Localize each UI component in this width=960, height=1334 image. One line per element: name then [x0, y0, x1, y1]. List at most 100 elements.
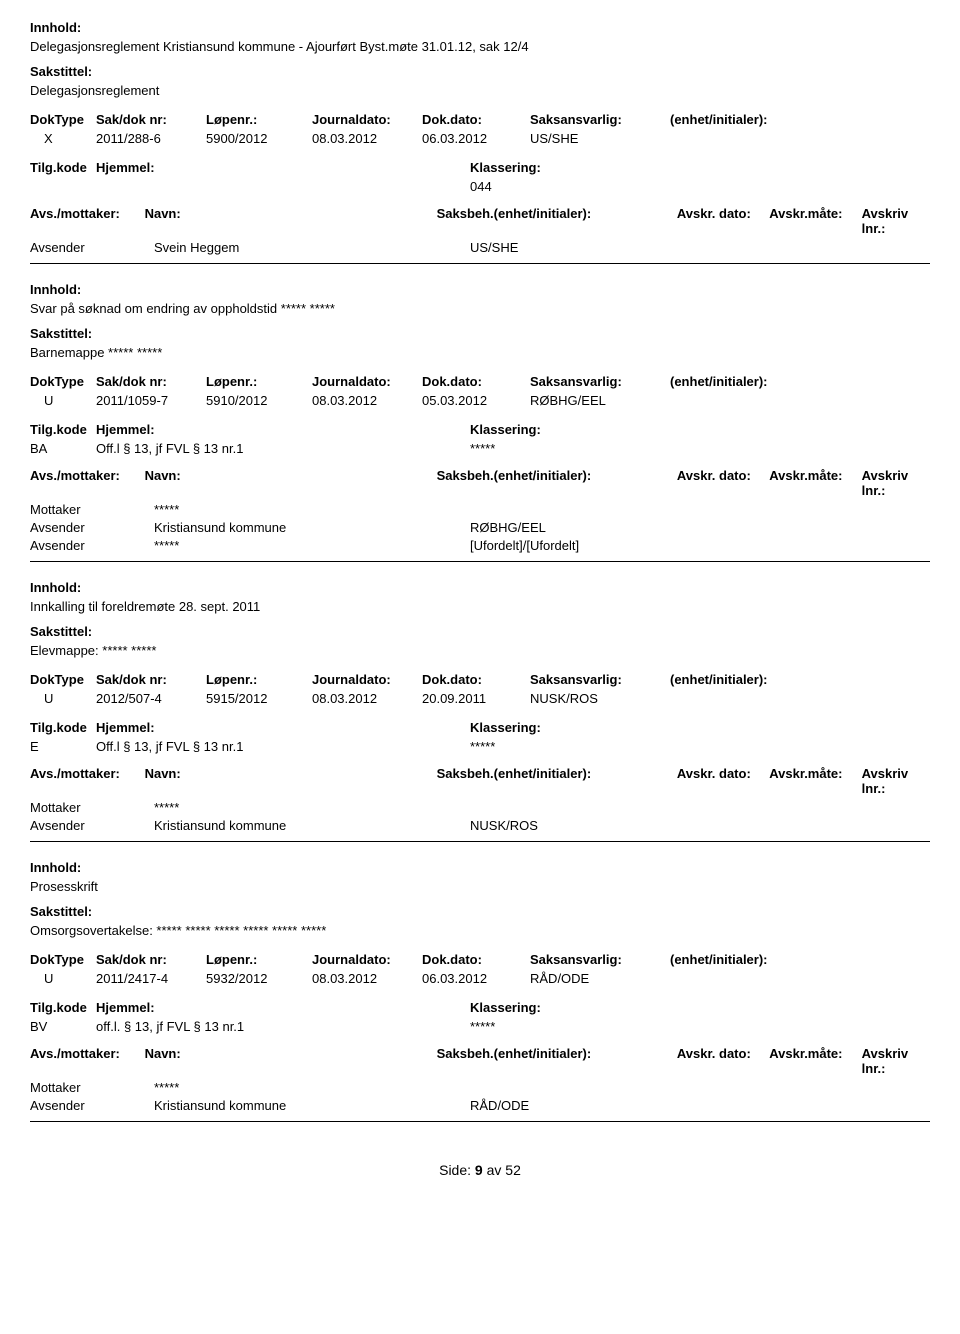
- sakstittel-label: Sakstittel:: [30, 326, 930, 341]
- innhold-label: Innhold:: [30, 580, 930, 595]
- tilgkode-label: Tilg.kode: [30, 160, 96, 175]
- record-separator: [30, 263, 930, 264]
- saksbeh-label: Saksbeh.(enhet/initialer):: [437, 766, 677, 796]
- col-sakdok-header: Sak/dok nr:: [96, 112, 206, 127]
- record-separator: [30, 841, 930, 842]
- sakstittel-text: Omsorgsovertakelse: ***** ***** ***** **…: [30, 923, 930, 938]
- page-footer: Side: 9 av 52: [30, 1162, 930, 1178]
- avsmottaker-label: Avs./mottaker:: [30, 1046, 145, 1076]
- col-doktype-header: DokType: [30, 374, 96, 389]
- footer-prefix: Side:: [439, 1162, 471, 1178]
- party-role: Avsender: [30, 1098, 154, 1113]
- tilgkode-value: BV: [30, 1019, 96, 1034]
- party-name: *****: [154, 502, 470, 517]
- saksbeh-label: Saksbeh.(enhet/initialer):: [437, 1046, 677, 1076]
- tilg-data: 044: [30, 179, 930, 194]
- col-saksans-header: Saksansvarlig:: [530, 672, 670, 687]
- sakstittel-text: Barnemappe ***** *****: [30, 345, 930, 360]
- hjemmel-label: Hjemmel:: [96, 720, 470, 735]
- avskrdato-label: Avskr. dato:: [677, 1046, 769, 1076]
- avskrdato-label: Avskr. dato:: [677, 468, 769, 498]
- party-row: Avsender Svein Heggem US/SHE: [30, 240, 930, 255]
- party-saksbeh: RÅD/ODE: [470, 1098, 730, 1113]
- saksbeh-label: Saksbeh.(enhet/initialer):: [437, 206, 677, 236]
- navn-label: Navn:: [145, 206, 437, 236]
- columns-data: U 2011/2417-4 5932/2012 08.03.2012 06.03…: [30, 971, 930, 986]
- party-saksbeh: NUSK/ROS: [470, 818, 730, 833]
- sakdok-value: 2011/2417-4: [96, 971, 206, 986]
- avsmottaker-label: Avs./mottaker:: [30, 766, 145, 796]
- col-lopenr-header: Løpenr.:: [206, 952, 312, 967]
- avskrmate-label: Avskr.måte:: [769, 1046, 861, 1076]
- avsmottaker-label: Avs./mottaker:: [30, 206, 145, 236]
- klassering-label: Klassering:: [470, 1000, 541, 1015]
- tilg-header: Tilg.kode Hjemmel: Klassering:: [30, 1000, 930, 1015]
- hjemmel-label: Hjemmel:: [96, 422, 470, 437]
- record: Innhold: Svar på søknad om endring av op…: [30, 282, 930, 562]
- innhold-text: Delegasjonsreglement Kristiansund kommun…: [30, 39, 930, 54]
- hjemmel-label: Hjemmel:: [96, 1000, 470, 1015]
- avskrmate-label: Avskr.måte:: [769, 766, 861, 796]
- party-name: Svein Heggem: [154, 240, 470, 255]
- tilgkode-value: E: [30, 739, 96, 754]
- party-header: Avs./mottaker: Navn: Saksbeh.(enhet/init…: [30, 766, 930, 796]
- sakdok-value: 2012/507-4: [96, 691, 206, 706]
- klassering-value: 044: [470, 179, 492, 194]
- journal-value: 08.03.2012: [312, 131, 422, 146]
- lopenr-value: 5910/2012: [206, 393, 312, 408]
- columns-header: DokType Sak/dok nr: Løpenr.: Journaldato…: [30, 672, 930, 687]
- footer-page: 9: [475, 1162, 483, 1178]
- party-header: Avs./mottaker: Navn: Saksbeh.(enhet/init…: [30, 1046, 930, 1076]
- sakstittel-label: Sakstittel:: [30, 904, 930, 919]
- innhold-label: Innhold:: [30, 860, 930, 875]
- party-row: Avsender ***** [Ufordelt]/[Ufordelt]: [30, 538, 930, 553]
- col-dokdato-header: Dok.dato:: [422, 672, 530, 687]
- journal-value: 08.03.2012: [312, 393, 422, 408]
- col-dokdato-header: Dok.dato:: [422, 112, 530, 127]
- party-row: Avsender Kristiansund kommune RØBHG/EEL: [30, 520, 930, 535]
- party-name: Kristiansund kommune: [154, 520, 470, 535]
- avskrmate-label: Avskr.måte:: [769, 468, 861, 498]
- avskrivlnr-label: Avskriv lnr.:: [862, 206, 930, 236]
- tilg-data: BA Off.l § 13, jf FVL § 13 nr.1 *****: [30, 441, 930, 456]
- col-dokdato-header: Dok.dato:: [422, 374, 530, 389]
- hjemmel-label: Hjemmel:: [96, 160, 470, 175]
- party-role: Avsender: [30, 240, 154, 255]
- party-saksbeh: [Ufordelt]/[Ufordelt]: [470, 538, 730, 553]
- innhold-text: Prosesskrift: [30, 879, 930, 894]
- hjemmel-value: Off.l § 13, jf FVL § 13 nr.1: [96, 441, 470, 456]
- party-row: Mottaker *****: [30, 502, 930, 517]
- col-journal-header: Journaldato:: [312, 952, 422, 967]
- innhold-label: Innhold:: [30, 20, 930, 35]
- avskrmate-label: Avskr.måte:: [769, 206, 861, 236]
- columns-header: DokType Sak/dok nr: Løpenr.: Journaldato…: [30, 112, 930, 127]
- tilgkode-label: Tilg.kode: [30, 422, 96, 437]
- party-name: Kristiansund kommune: [154, 818, 470, 833]
- party-saksbeh: US/SHE: [470, 240, 730, 255]
- doktype-value: U: [30, 691, 96, 706]
- col-saksans-header: Saksansvarlig:: [530, 374, 670, 389]
- hjemmel-value: Off.l § 13, jf FVL § 13 nr.1: [96, 739, 470, 754]
- innhold-label: Innhold:: [30, 282, 930, 297]
- record: Innhold: Delegasjonsreglement Kristiansu…: [30, 20, 930, 264]
- dokdato-value: 20.09.2011: [422, 691, 530, 706]
- columns-data: U 2012/507-4 5915/2012 08.03.2012 20.09.…: [30, 691, 930, 706]
- footer-total: 52: [505, 1162, 521, 1178]
- sakstittel-label: Sakstittel:: [30, 624, 930, 639]
- tilg-data: E Off.l § 13, jf FVL § 13 nr.1 *****: [30, 739, 930, 754]
- party-role: Avsender: [30, 520, 154, 535]
- sakdok-value: 2011/1059-7: [96, 393, 206, 408]
- party-role: Mottaker: [30, 502, 154, 517]
- columns-header: DokType Sak/dok nr: Løpenr.: Journaldato…: [30, 374, 930, 389]
- navn-label: Navn:: [145, 1046, 437, 1076]
- doktype-value: U: [30, 971, 96, 986]
- avskrivlnr-label: Avskriv lnr.:: [862, 468, 930, 498]
- party-header: Avs./mottaker: Navn: Saksbeh.(enhet/init…: [30, 206, 930, 236]
- lopenr-value: 5932/2012: [206, 971, 312, 986]
- sakdok-value: 2011/288-6: [96, 131, 206, 146]
- party-row: Mottaker *****: [30, 800, 930, 815]
- saksans-value: RØBHG/EEL: [530, 393, 670, 408]
- party-saksbeh: [470, 1080, 730, 1095]
- records-container: Innhold: Delegasjonsreglement Kristiansu…: [30, 20, 930, 1122]
- tilgkode-value: BA: [30, 441, 96, 456]
